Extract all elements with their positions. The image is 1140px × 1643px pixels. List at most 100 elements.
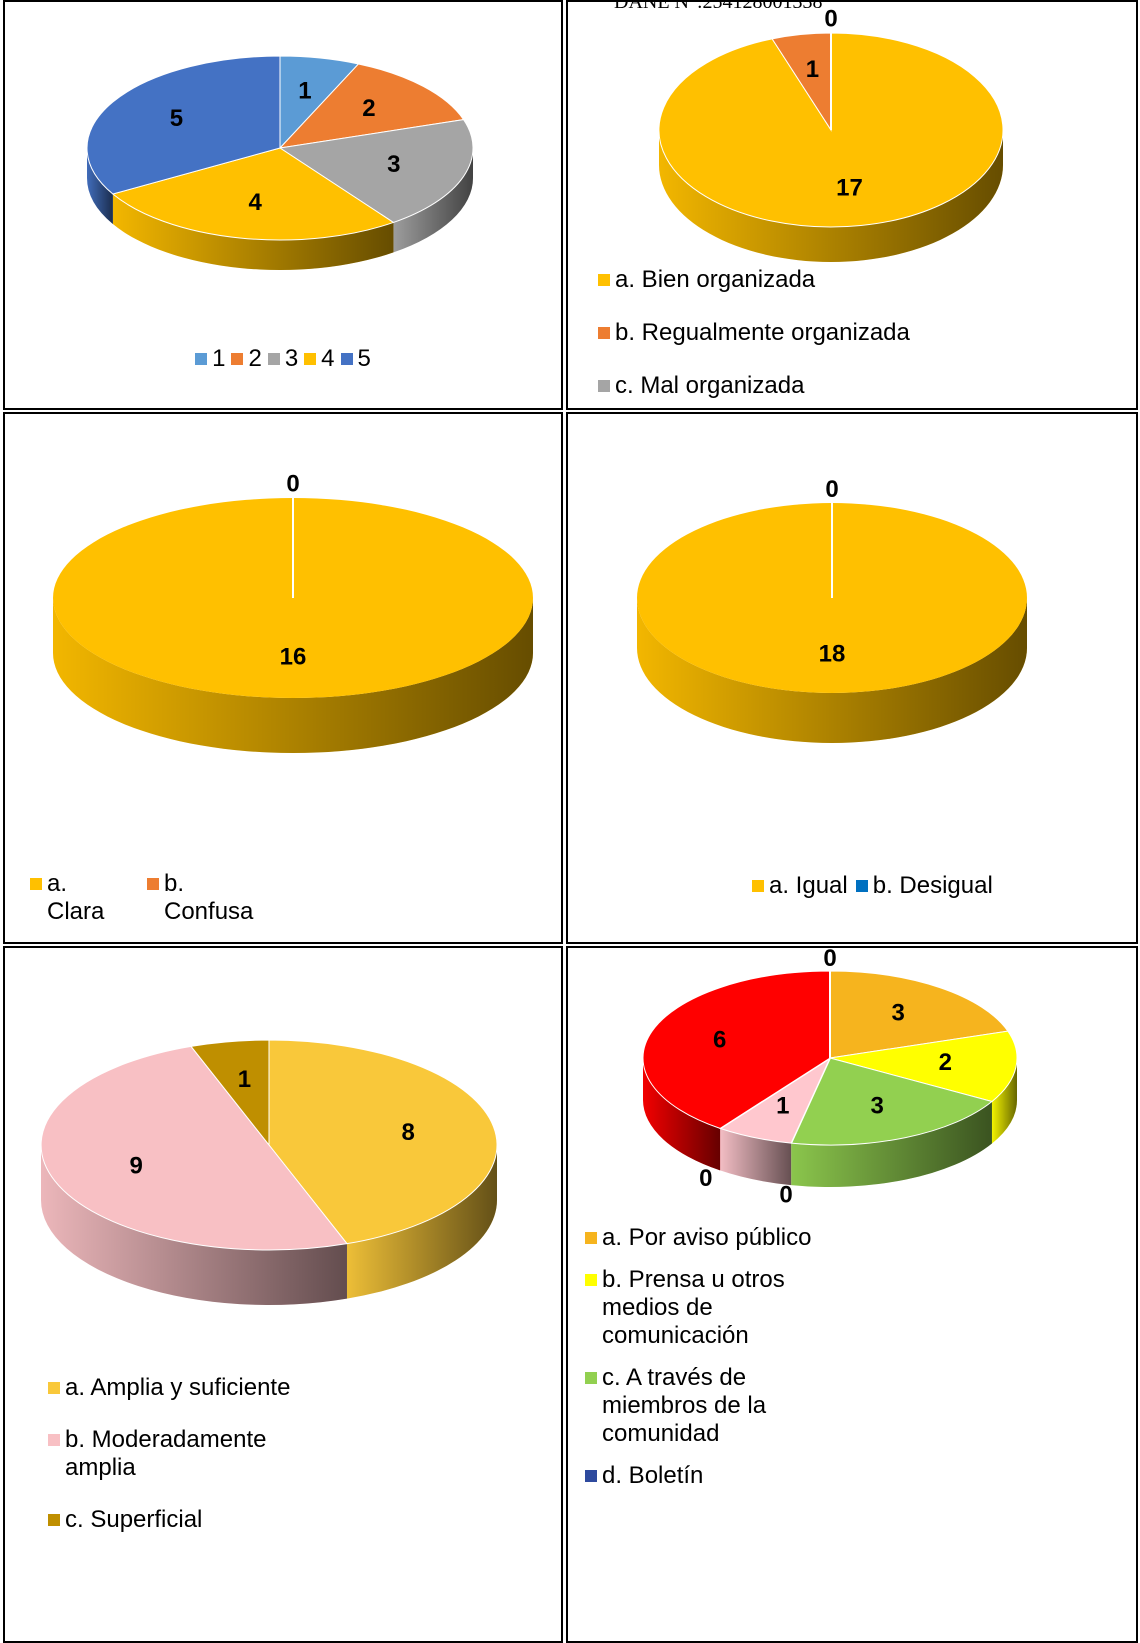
legend-item: 4 xyxy=(304,345,335,373)
legend-marker xyxy=(30,878,42,890)
legend-label: a. Igual xyxy=(769,872,848,899)
legend: a. Clara b. Confusa xyxy=(30,870,254,926)
data-label: 17 xyxy=(836,175,863,202)
legend-item: b. Prensa u otros medios de comunicación xyxy=(585,1266,832,1350)
legend-marker xyxy=(340,353,353,365)
legend-item: a. Amplia y suficiente xyxy=(48,1374,325,1402)
data-label: 0 xyxy=(825,476,838,503)
data-label: 2 xyxy=(939,1049,952,1076)
legend-item: c. A través de miembros de la comunidad xyxy=(585,1364,832,1448)
slice-shade xyxy=(112,194,394,270)
legend-marker xyxy=(585,1232,597,1244)
legend-item: 2 xyxy=(231,345,262,373)
legend-label: 4 xyxy=(321,345,335,372)
legend-label: b. Regualmente organizada xyxy=(615,319,910,346)
data-label: 0 xyxy=(824,6,837,33)
cell xyxy=(566,412,1138,944)
cell xyxy=(3,412,563,944)
legend-item: b. Desigual xyxy=(855,872,993,900)
slice-shade xyxy=(393,148,473,253)
legend-marker xyxy=(598,274,610,286)
slice-shade xyxy=(41,1145,347,1305)
data-label: 6 xyxy=(713,1027,726,1054)
data-label: 1 xyxy=(298,78,311,105)
data-label: 3 xyxy=(870,1093,883,1120)
legend-label: c. Superficial xyxy=(65,1506,203,1533)
legend-label: d. Boletín xyxy=(602,1462,704,1489)
slice-shade xyxy=(637,598,1027,743)
slice-shade xyxy=(659,130,1003,262)
legend-label: 2 xyxy=(248,345,262,372)
slice-shade xyxy=(87,148,113,224)
legend-marker xyxy=(585,1372,597,1384)
data-label: 2 xyxy=(362,95,375,122)
data-label: 5 xyxy=(170,105,183,132)
legend: a. Bien organizada b. Regualmente organiz… xyxy=(598,266,910,400)
legend-marker xyxy=(48,1434,60,1446)
legend-label: 5 xyxy=(357,345,371,372)
legend-item: 1 xyxy=(195,345,225,373)
cell xyxy=(3,0,563,410)
legend-item: c. Superficial xyxy=(48,1506,325,1534)
legend-marker xyxy=(195,353,208,365)
data-label: 0 xyxy=(823,945,836,972)
slice xyxy=(829,970,1009,1059)
data-label: 18 xyxy=(819,640,846,667)
legend-marker xyxy=(855,880,868,892)
legend-marker xyxy=(598,327,610,339)
data-label: 9 xyxy=(129,1153,142,1180)
slice xyxy=(278,119,474,223)
slice xyxy=(40,1045,348,1251)
legend-marker xyxy=(585,1274,597,1286)
data-label: 0 xyxy=(779,1182,792,1209)
legend-item: c. Mal organizada xyxy=(598,372,910,400)
legend: a. Por aviso público b. Prensa u otros me… xyxy=(585,1224,832,1490)
legend-marker xyxy=(598,380,610,392)
cell xyxy=(566,946,1138,1643)
legend-marker xyxy=(585,1470,597,1482)
legend-label: c. A través de miembros de la comunidad xyxy=(602,1364,767,1447)
slice xyxy=(642,970,831,1129)
legend-item: 5 xyxy=(340,345,371,373)
legend-item: a. Igual xyxy=(752,872,848,900)
data-label: 3 xyxy=(387,151,400,178)
legend-label: a. Clara xyxy=(47,870,105,925)
legend-marker xyxy=(48,1514,60,1526)
legend-item: a. Clara xyxy=(30,870,117,926)
slice xyxy=(111,147,395,241)
legend-item: 3 xyxy=(267,345,298,373)
legend: a. Igual b. Desigual xyxy=(752,872,993,900)
data-label: 4 xyxy=(248,189,262,216)
legend-marker xyxy=(231,353,244,365)
legend-marker xyxy=(267,353,280,365)
legend-label: a. Amplia y suficiente xyxy=(65,1374,291,1401)
legend-item: a. Bien organizada xyxy=(598,266,910,294)
legend-label: a. Por aviso público xyxy=(602,1224,812,1251)
slice-shade xyxy=(53,598,533,753)
legend-item: d. Boletín xyxy=(585,1462,832,1490)
legend-label: b. Confusa xyxy=(164,870,254,925)
data-label: 8 xyxy=(402,1119,415,1146)
legend-label: b. Moderadamente amplia xyxy=(65,1426,267,1481)
data-label: 1 xyxy=(238,1066,251,1093)
data-label: 1 xyxy=(806,56,819,83)
legend-item: b. Moderadamente amplia xyxy=(48,1426,325,1482)
legend-label: a. Bien organizada xyxy=(615,266,816,293)
data-label: 1 xyxy=(776,1093,789,1120)
slice-shade xyxy=(720,1128,792,1186)
legend-label: b. Prensa u otros medios de comunicación xyxy=(602,1266,785,1349)
legend-item: b. Regualmente organizada xyxy=(598,319,910,347)
slice xyxy=(829,1030,1018,1103)
legend-label: 1 xyxy=(212,345,226,372)
legend-label: b. Desigual xyxy=(872,872,993,899)
legend-marker xyxy=(304,353,317,365)
legend-label: c. Mal organizada xyxy=(615,372,805,399)
data-label: 3 xyxy=(891,1000,904,1027)
legend: a. Amplia y suficiente b. Moderadamente a… xyxy=(48,1374,325,1534)
data-label: 0 xyxy=(286,470,299,497)
slice-shade xyxy=(346,1145,497,1299)
slice xyxy=(190,1039,270,1147)
